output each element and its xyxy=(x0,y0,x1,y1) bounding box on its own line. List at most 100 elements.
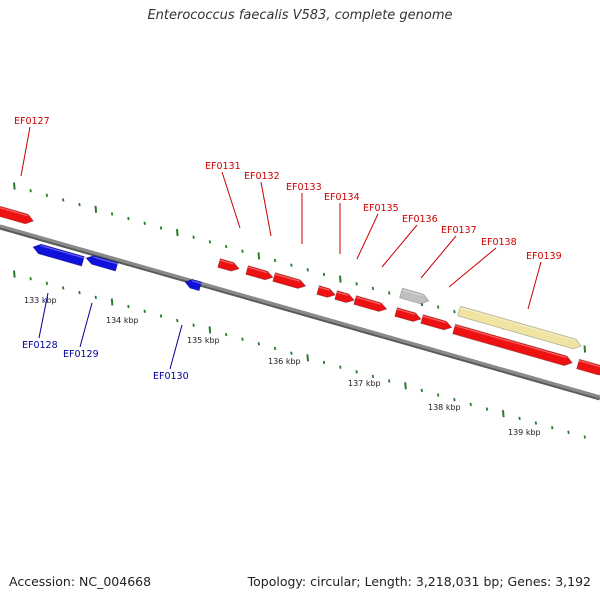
minor-tick xyxy=(567,430,570,435)
callout-line xyxy=(420,235,457,279)
major-tick xyxy=(208,326,212,334)
minor-tick xyxy=(257,342,260,346)
kbp-label: 137 kbp xyxy=(348,379,381,388)
minor-tick xyxy=(371,374,375,379)
minor-tick xyxy=(273,346,277,351)
minor-tick xyxy=(453,310,456,314)
minor-tick xyxy=(78,290,81,295)
gene-label-EF0131: EF0131 xyxy=(205,161,241,172)
minor-tick xyxy=(485,407,489,411)
callout-line xyxy=(527,261,542,310)
minor-tick xyxy=(355,282,358,286)
major-tick xyxy=(404,382,407,390)
minor-tick xyxy=(45,193,49,197)
gene-arrow-EF0138a xyxy=(420,314,453,331)
gene-arrow-EF0140 xyxy=(576,358,600,376)
minor-tick xyxy=(371,286,375,291)
callout-line xyxy=(448,247,497,288)
gene-arrow-EF0134 xyxy=(316,285,337,298)
gene-arrow-EF0130 xyxy=(184,279,203,292)
minor-tick xyxy=(388,291,391,295)
callout-line xyxy=(356,213,379,260)
gene-label-EF0138: EF0138 xyxy=(481,237,517,248)
minor-tick xyxy=(306,268,309,272)
kbp-label: 139 kbp xyxy=(508,428,541,437)
minor-tick xyxy=(534,421,538,425)
kbp-label: 136 kbp xyxy=(268,357,301,366)
minor-tick xyxy=(225,332,228,337)
minor-tick xyxy=(469,402,472,407)
minor-tick xyxy=(436,305,440,309)
minor-tick xyxy=(518,416,521,421)
gene-label-EF0139: EF0139 xyxy=(526,251,562,262)
gene-arrow-EF0138b xyxy=(452,323,573,367)
minor-tick xyxy=(62,286,65,290)
callout-line xyxy=(169,324,183,370)
kbp-label: 138 kbp xyxy=(428,403,461,412)
gene-label-EF0135: EF0135 xyxy=(363,203,399,214)
minor-tick xyxy=(436,393,440,397)
major-tick xyxy=(257,252,261,260)
minor-tick xyxy=(453,398,456,402)
gene-label-EF0133: EF0133 xyxy=(286,182,322,193)
gene-arrow-EF0136 xyxy=(353,295,388,312)
minor-tick xyxy=(420,388,423,393)
minor-tick xyxy=(159,226,163,230)
gene-arrow-EF0127 xyxy=(0,204,35,225)
minor-tick xyxy=(551,426,554,430)
minor-tick xyxy=(339,365,342,369)
kbp-label: 134 kbp xyxy=(106,316,139,325)
kbp-label: 135 kbp xyxy=(187,336,220,345)
backbone-line xyxy=(0,224,600,399)
callout-line xyxy=(38,292,49,339)
minor-tick xyxy=(110,212,114,216)
minor-tick xyxy=(192,323,195,327)
callout-line xyxy=(20,126,31,177)
gene-arrow-EF0131 xyxy=(217,258,240,272)
major-tick xyxy=(502,410,505,418)
minor-tick xyxy=(94,295,97,299)
major-tick xyxy=(306,354,309,362)
minor-tick xyxy=(322,272,326,277)
callout-line xyxy=(260,181,272,237)
topology-text: Topology: circular; Length: 3,218,031 bp… xyxy=(247,574,591,589)
feature-gray xyxy=(399,287,430,305)
minor-tick xyxy=(273,258,277,263)
minor-tick xyxy=(583,435,586,439)
map-title: Enterococcus faecalis V583, complete gen… xyxy=(147,8,453,23)
minor-tick xyxy=(159,314,163,318)
major-tick xyxy=(583,345,587,353)
gene-features xyxy=(0,204,600,376)
minor-tick xyxy=(29,276,32,281)
major-tick xyxy=(176,228,179,237)
major-tick xyxy=(13,182,16,190)
gene-arrow-EF0135 xyxy=(334,290,355,304)
gene-arrow-EF0133 xyxy=(272,272,307,289)
gene-label-EF0128: EF0128 xyxy=(22,340,58,351)
major-tick xyxy=(13,270,16,278)
callout-line xyxy=(381,224,418,268)
minor-tick xyxy=(45,281,49,285)
minor-tick xyxy=(192,235,195,239)
minor-tick xyxy=(225,244,228,249)
minor-tick xyxy=(241,249,244,253)
minor-tick xyxy=(176,318,179,323)
upper-tick-track xyxy=(13,182,587,353)
minor-tick xyxy=(241,337,244,341)
gene-arrow-EF0132 xyxy=(245,265,274,281)
minor-tick xyxy=(322,360,326,365)
major-tick xyxy=(339,275,342,283)
feature-yellow xyxy=(457,305,582,350)
minor-tick xyxy=(290,263,293,267)
minor-tick xyxy=(62,198,65,202)
callout-line xyxy=(79,302,93,348)
minor-tick xyxy=(355,370,358,374)
genome-backbone xyxy=(0,224,600,401)
gene-label-EF0130: EF0130 xyxy=(153,371,189,382)
minor-tick xyxy=(143,309,146,313)
gene-arrow-EF0137 xyxy=(394,307,422,322)
gene-label-EF0127: EF0127 xyxy=(14,116,50,127)
kbp-label: 133 kbp xyxy=(24,296,57,305)
